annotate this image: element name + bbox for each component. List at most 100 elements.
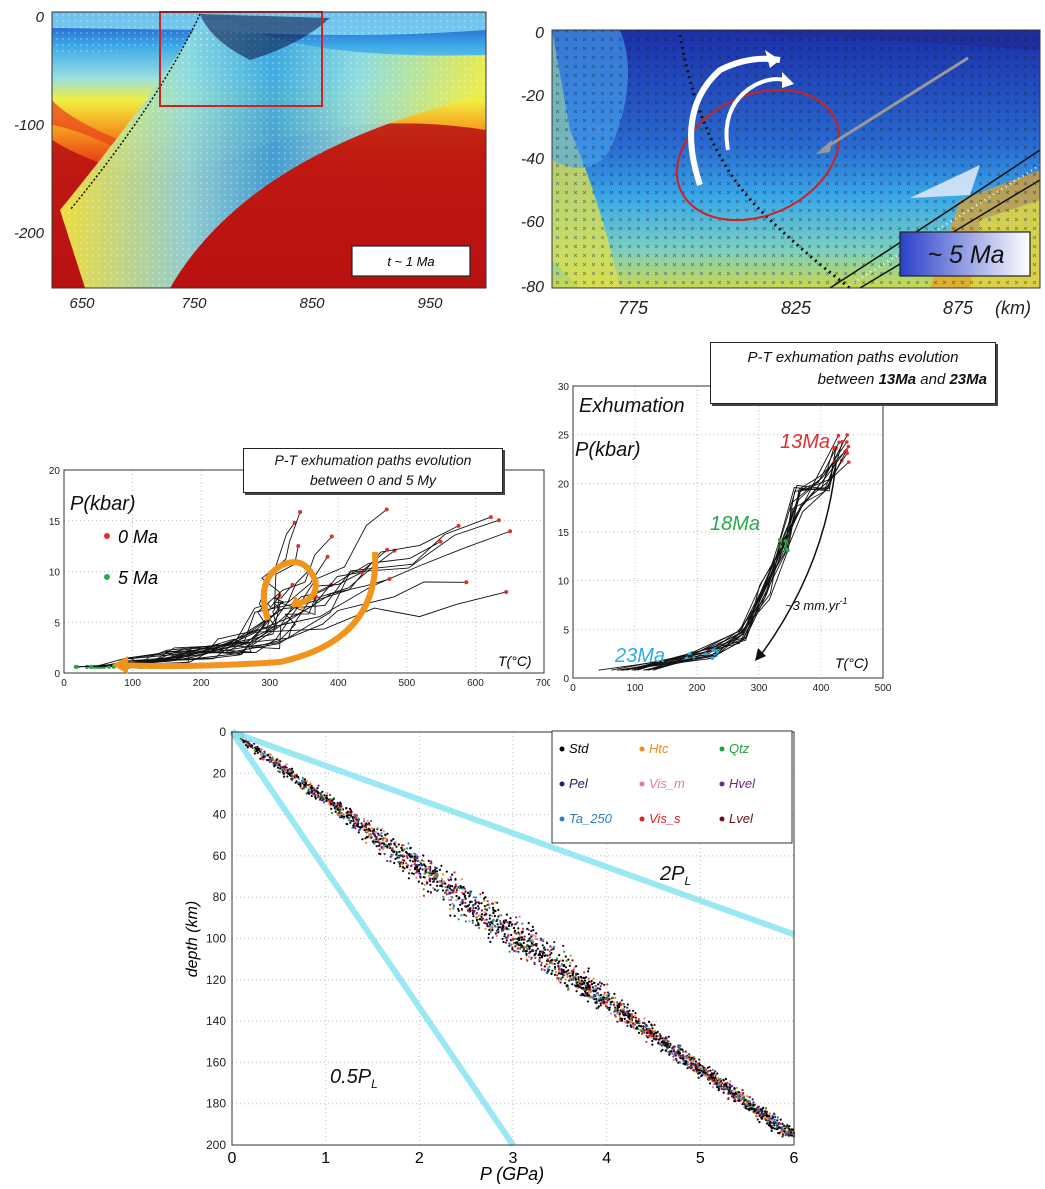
scatter-point — [476, 915, 479, 918]
scatter-point — [556, 974, 559, 977]
scatter-point — [511, 948, 514, 951]
pt-xlabel: T(°C) — [498, 653, 532, 669]
scatter-point — [273, 760, 276, 763]
scatter-point — [677, 1061, 680, 1064]
start-point — [846, 444, 851, 449]
scatter-point — [389, 842, 392, 845]
scatter-point — [499, 922, 502, 926]
x-tick: 4 — [602, 1150, 611, 1167]
scatter-point — [455, 899, 458, 902]
scatter-point — [583, 981, 586, 985]
scatter-point — [717, 1089, 720, 1092]
scatter-point — [600, 982, 603, 985]
scatter-point — [411, 872, 414, 875]
pt-path — [598, 434, 848, 671]
scatter-point — [477, 922, 480, 925]
scatter-point — [722, 1079, 725, 1082]
scatter-point — [624, 1012, 627, 1015]
scatter-point — [486, 900, 489, 903]
scatter-point — [742, 1097, 745, 1100]
scatter-point — [513, 923, 516, 926]
scatter-point — [499, 926, 502, 929]
scatter-point — [416, 870, 419, 873]
scatter-point — [740, 1094, 743, 1097]
scatter-point — [413, 863, 416, 866]
scatter-point — [616, 1012, 619, 1015]
scatter-point — [742, 1092, 745, 1095]
scatter-point — [567, 986, 570, 989]
scatter-point — [483, 921, 486, 925]
scatter-point — [369, 829, 372, 832]
scatter-point — [488, 903, 491, 906]
scatter-point — [758, 1121, 761, 1124]
scatter-point — [637, 1024, 641, 1027]
scatter-point — [608, 1008, 611, 1011]
scatter-point — [639, 1024, 643, 1028]
scatter-point — [463, 887, 466, 890]
scatter-point — [407, 877, 410, 880]
callout-text: between — [817, 371, 879, 388]
pt-xlabel: T(°C) — [835, 655, 869, 671]
scatter-point — [574, 984, 577, 987]
scatter-point — [691, 1059, 694, 1062]
scatter-point — [550, 961, 553, 964]
scatter-point — [527, 933, 530, 936]
scatter-point — [303, 778, 306, 781]
scatter-point — [640, 1032, 644, 1035]
x-tick: 200 — [689, 683, 706, 694]
scatter-point — [468, 895, 471, 898]
scatter-point — [428, 880, 432, 883]
scatter-point — [751, 1107, 755, 1110]
scatter-point — [576, 981, 579, 984]
scatter-point — [453, 871, 456, 874]
scatter-point — [361, 823, 364, 826]
scatter-point — [309, 782, 312, 785]
scatter-point — [450, 889, 453, 892]
scatter-point — [464, 897, 467, 900]
scatter-point — [526, 947, 529, 951]
scatter-point — [667, 1040, 670, 1043]
scatter-point — [555, 957, 558, 960]
scatter-point — [692, 1069, 695, 1072]
scatter-point — [688, 1066, 691, 1069]
scatter-point — [746, 1095, 749, 1098]
scatter-point — [572, 978, 575, 982]
end-point — [710, 656, 715, 661]
scatter-point — [614, 1007, 618, 1010]
scatter-point — [774, 1115, 777, 1118]
scatter-point — [606, 999, 609, 1002]
scatter-point — [451, 896, 454, 899]
scatter-point — [304, 785, 308, 789]
scatter-point — [711, 1079, 714, 1083]
scatter-point — [599, 985, 602, 988]
y-tick: 80 — [213, 890, 227, 904]
scatter-point — [398, 860, 401, 864]
scatter-point — [525, 958, 528, 961]
scatter-point — [317, 794, 320, 797]
scatter-point — [377, 838, 380, 841]
scatter-point — [440, 864, 443, 867]
scatter-point — [260, 753, 263, 756]
scatter-point — [717, 1078, 721, 1081]
x-tick: 3 — [509, 1150, 518, 1167]
scatter-point — [259, 750, 262, 753]
scatter-point — [585, 986, 588, 989]
scatter-point — [734, 1091, 737, 1095]
scatter-point — [319, 798, 322, 801]
scatter-point — [294, 776, 297, 779]
scatter-point — [554, 965, 557, 969]
scatter-point — [744, 1106, 747, 1110]
scatter-point — [583, 994, 586, 997]
scatter-point — [480, 902, 483, 905]
scatter-point — [431, 877, 434, 880]
scatter-point — [480, 915, 483, 918]
scatter-point — [603, 991, 606, 994]
scatter-point — [616, 1002, 619, 1005]
scatter-point — [361, 838, 364, 841]
scatter-point — [419, 861, 422, 864]
scatter-point — [380, 842, 384, 845]
legend-marker — [639, 816, 645, 822]
scatter-point — [569, 974, 572, 978]
scatter-point — [370, 827, 374, 830]
